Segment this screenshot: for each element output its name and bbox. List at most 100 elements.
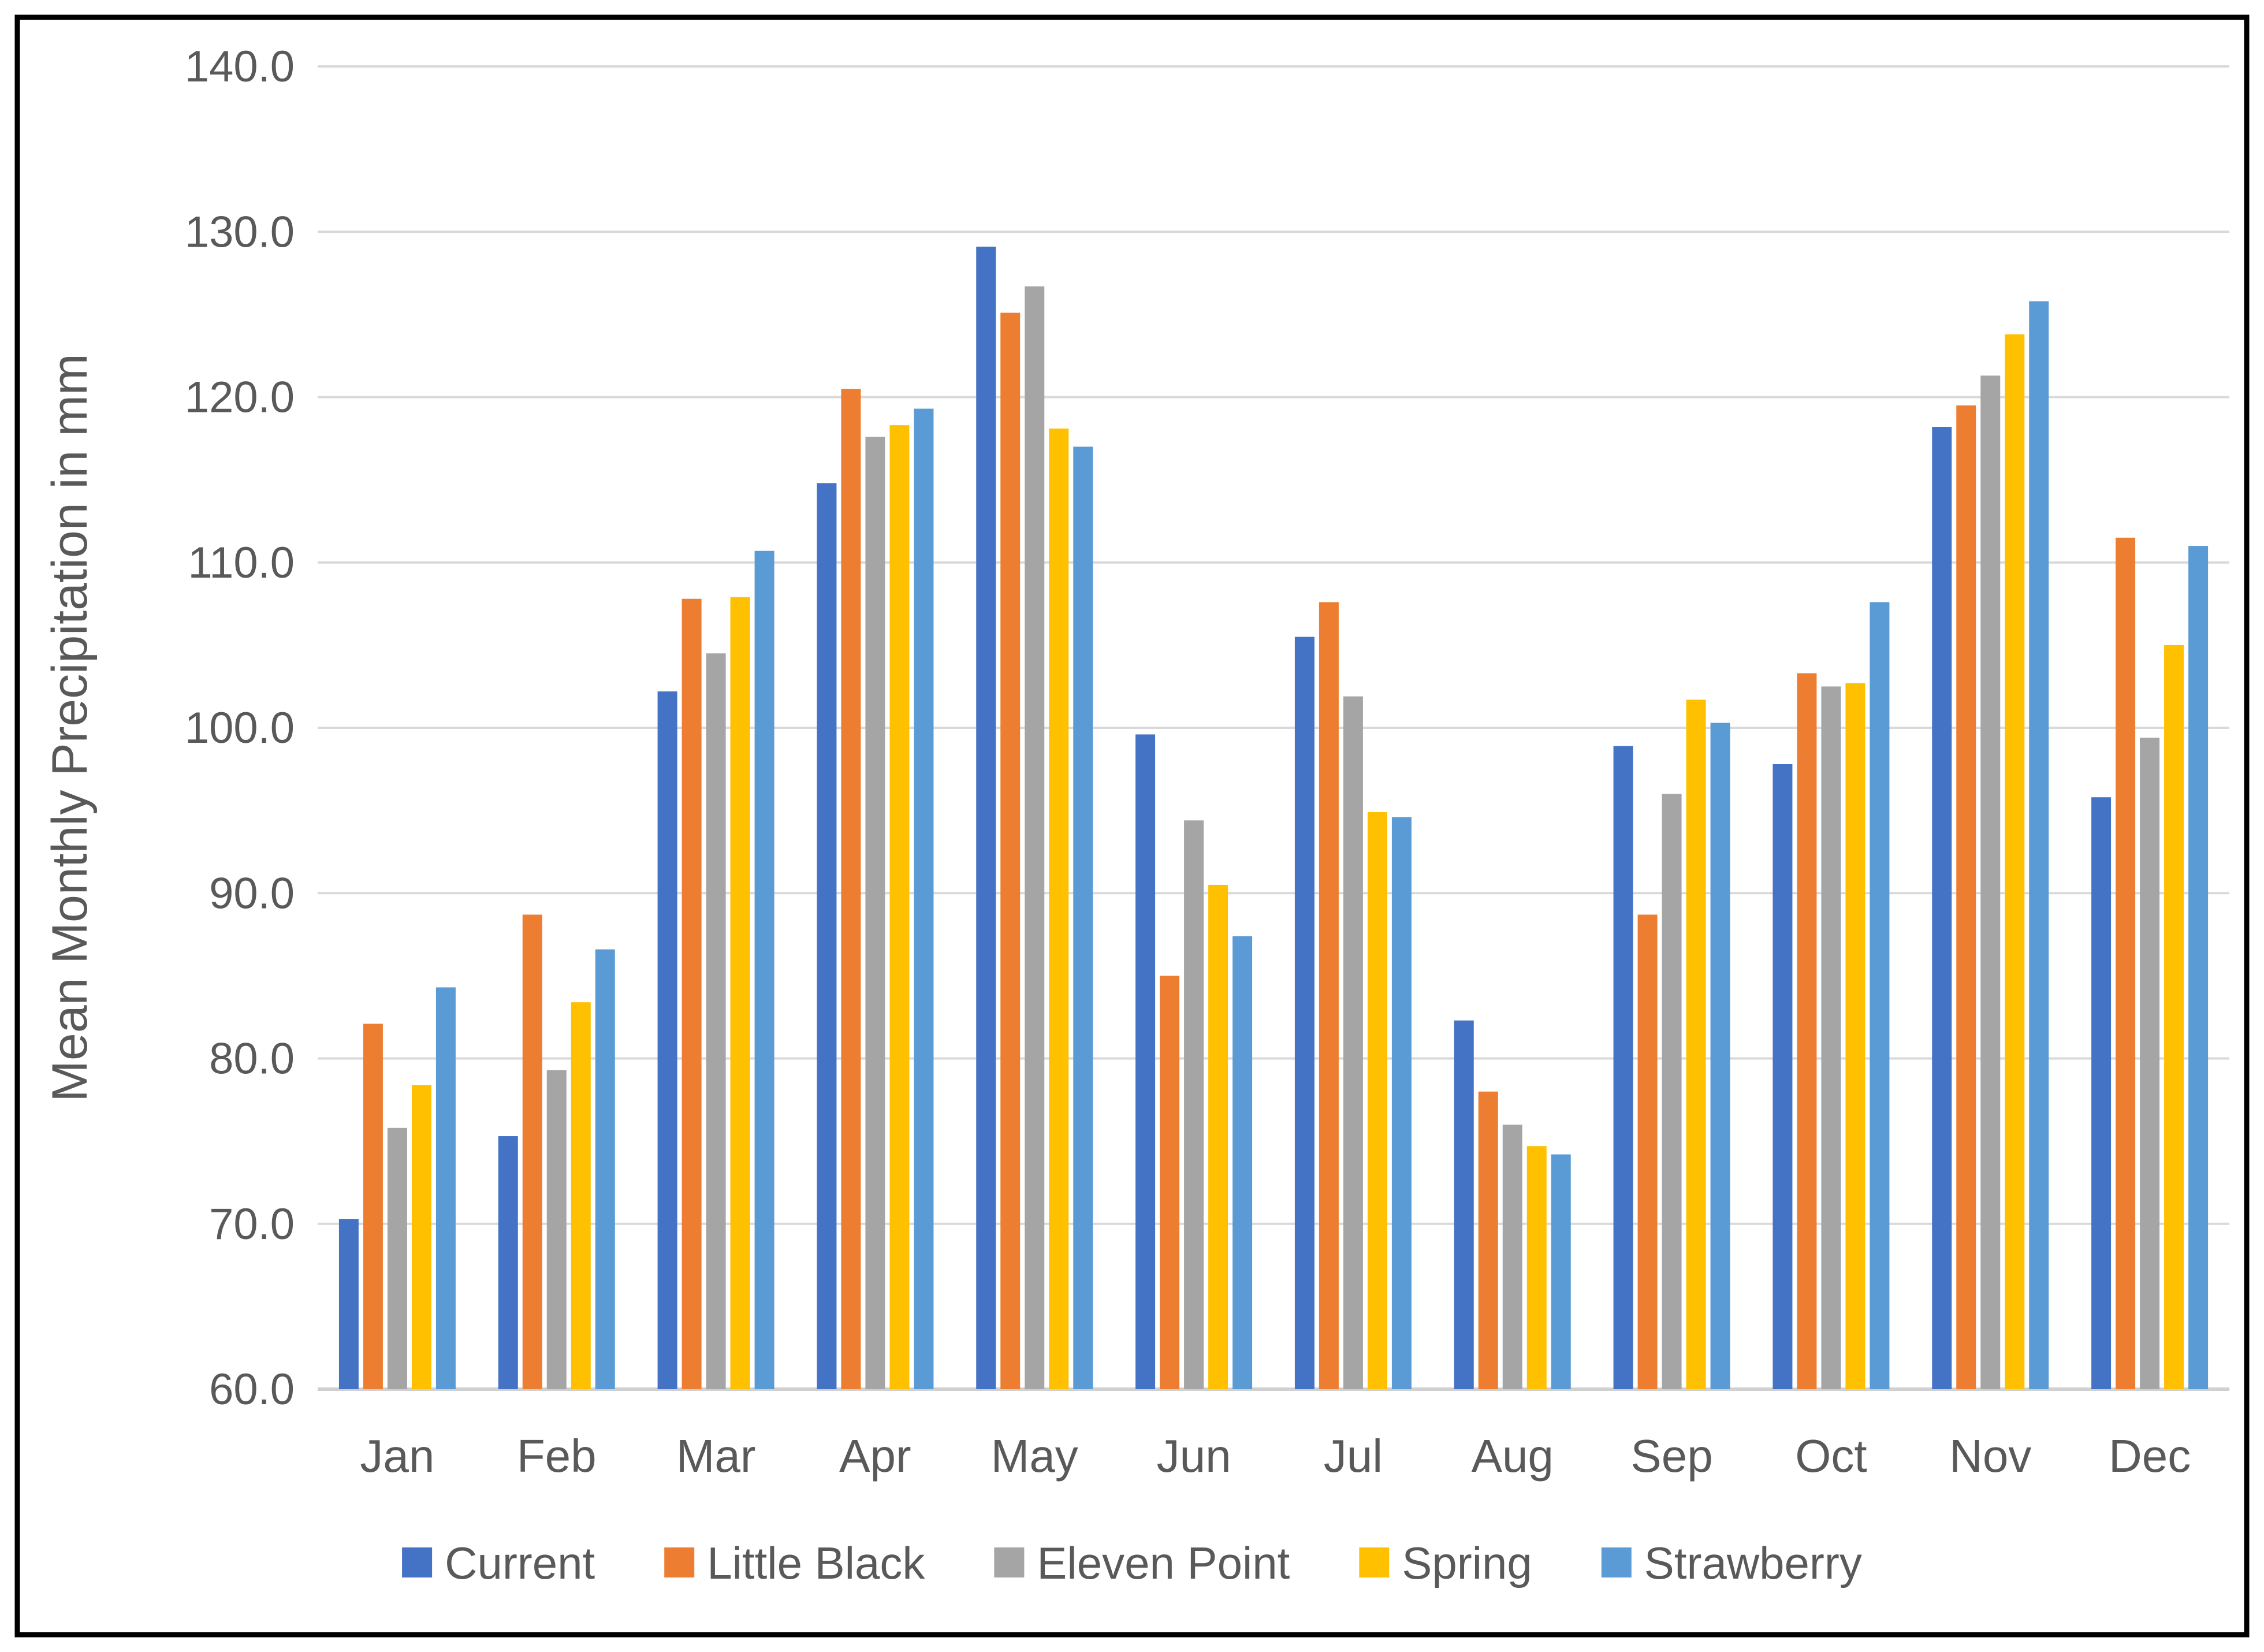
legend-label: Little Black <box>707 1538 925 1588</box>
y-axis-title: Mean Monthly Precipitation in mm <box>42 354 98 1102</box>
bar-little-black-feb <box>522 914 542 1389</box>
bar-little-black-aug <box>1478 1091 1498 1389</box>
x-tick-label-jan: Jan <box>360 1430 434 1482</box>
x-tick-label-nov: Nov <box>1949 1430 2031 1482</box>
x-tick-label-sep: Sep <box>1630 1430 1712 1482</box>
bar-little-black-jul <box>1319 602 1339 1389</box>
bar-group-jan <box>338 987 456 1389</box>
y-tick-label: 70.0 <box>209 1200 295 1249</box>
x-tick-label-jul: Jul <box>1324 1430 1383 1482</box>
bar-group-jun <box>1135 734 1253 1389</box>
y-tick-label: 140.0 <box>185 42 295 91</box>
bar-current-nov <box>1932 427 1952 1389</box>
bar-strawberry-jan <box>435 987 456 1389</box>
bar-current-apr <box>817 483 837 1389</box>
bar-spring-jan <box>411 1085 431 1389</box>
bar-current-jan <box>338 1219 359 1389</box>
bar-spring-jul <box>1367 812 1387 1389</box>
bar-little-black-dec <box>2116 537 2136 1389</box>
legend-label: Current <box>445 1538 595 1588</box>
y-axis-tick-labels: 60.0 70.0 80.0 90.0 100.0 110.0 120.0 130.0 140.… <box>185 42 295 1414</box>
bar-little-black-oct <box>1797 673 1817 1389</box>
bar-group-mar <box>657 550 774 1389</box>
bar-eleven-point-aug <box>1502 1125 1522 1389</box>
bar-current-oct <box>1773 764 1793 1389</box>
bar-little-black-mar <box>682 598 702 1389</box>
gridlines <box>318 65 2229 1391</box>
legend-swatch-spring <box>1359 1547 1390 1577</box>
bar-current-mar <box>657 691 677 1389</box>
bar-strawberry-aug <box>1551 1154 1571 1389</box>
x-tick-label-feb: Feb <box>517 1430 597 1482</box>
bar-spring-sep <box>1686 700 1706 1389</box>
legend-item-strawberry: Strawberry <box>1601 1538 1862 1588</box>
bar-current-may <box>976 247 996 1390</box>
bar-strawberry-jun <box>1232 936 1253 1389</box>
bar-series <box>338 247 2209 1390</box>
bar-strawberry-sep <box>1710 723 1730 1389</box>
bar-group-aug <box>1454 1020 1571 1389</box>
bar-eleven-point-jun <box>1184 820 1204 1389</box>
bar-eleven-point-jan <box>387 1128 407 1389</box>
y-tick-label: 100.0 <box>185 704 295 753</box>
bar-current-jul <box>1294 637 1315 1389</box>
bar-little-black-jan <box>363 1024 383 1389</box>
bar-strawberry-mar <box>754 550 774 1389</box>
bar-current-dec <box>2091 797 2112 1389</box>
bar-spring-mar <box>730 597 750 1389</box>
y-tick-label: 110.0 <box>188 538 295 587</box>
legend-label: Strawberry <box>1644 1538 1862 1588</box>
bar-little-black-nov <box>1956 405 1976 1389</box>
x-tick-label-jun: Jun <box>1157 1430 1231 1482</box>
bar-eleven-point-may <box>1025 286 1045 1389</box>
legend-swatch-strawberry <box>1601 1547 1632 1577</box>
bar-current-aug <box>1454 1020 1474 1389</box>
legend-swatch-little-black <box>664 1547 695 1577</box>
y-tick-label: 80.0 <box>209 1035 295 1084</box>
bar-strawberry-may <box>1073 447 1093 1389</box>
bar-little-black-jun <box>1160 976 1180 1389</box>
bar-strawberry-feb <box>595 949 615 1389</box>
bar-spring-dec <box>2164 645 2184 1389</box>
x-tick-label-mar: Mar <box>676 1430 756 1482</box>
bar-strawberry-apr <box>914 408 934 1389</box>
bar-little-black-apr <box>841 389 861 1389</box>
bar-current-sep <box>1613 746 1633 1389</box>
bar-spring-feb <box>571 1002 591 1389</box>
legend-label: Spring <box>1402 1538 1532 1588</box>
x-tick-label-may: May <box>991 1430 1078 1482</box>
bar-strawberry-jul <box>1391 817 1412 1389</box>
legend: Current Little Black Eleven Point Spring Str… <box>402 1538 1862 1588</box>
y-tick-label: 90.0 <box>209 869 295 918</box>
x-axis-month-labels: Jan Feb Mar Apr May Jun Jul Aug Sep Oct Nov Dec <box>360 1430 2191 1482</box>
bar-eleven-point-feb <box>546 1070 567 1389</box>
legend-item-current: Current <box>402 1538 595 1588</box>
bar-eleven-point-dec <box>2140 738 2160 1389</box>
bar-group-apr <box>817 389 934 1390</box>
bar-strawberry-dec <box>2188 546 2209 1389</box>
y-tick-label: 60.0 <box>209 1365 295 1414</box>
bar-eleven-point-apr <box>865 437 885 1390</box>
y-tick-label: 130.0 <box>185 207 295 256</box>
bar-group-jul <box>1294 602 1412 1389</box>
bar-spring-aug <box>1526 1146 1547 1389</box>
bar-spring-apr <box>889 425 910 1389</box>
bar-group-feb <box>498 914 615 1389</box>
bar-strawberry-nov <box>2029 301 2049 1389</box>
legend-label: Eleven Point <box>1037 1538 1290 1588</box>
chart-frame-border <box>14 14 2250 1638</box>
bar-group-dec <box>2091 537 2209 1389</box>
bar-little-black-sep <box>1637 914 1658 1389</box>
x-tick-label-dec: Dec <box>2109 1430 2191 1482</box>
bar-spring-nov <box>2005 334 2025 1389</box>
bar-group-sep <box>1613 700 1730 1389</box>
legend-item-little-black: Little Black <box>664 1538 925 1588</box>
bar-spring-jun <box>1208 884 1228 1389</box>
bar-eleven-point-jul <box>1343 696 1363 1389</box>
legend-item-eleven-point: Eleven Point <box>994 1538 1290 1588</box>
bar-eleven-point-mar <box>706 653 726 1389</box>
bar-eleven-point-oct <box>1821 686 1841 1389</box>
bar-spring-oct <box>1845 683 1865 1389</box>
bar-eleven-point-sep <box>1662 794 1682 1389</box>
